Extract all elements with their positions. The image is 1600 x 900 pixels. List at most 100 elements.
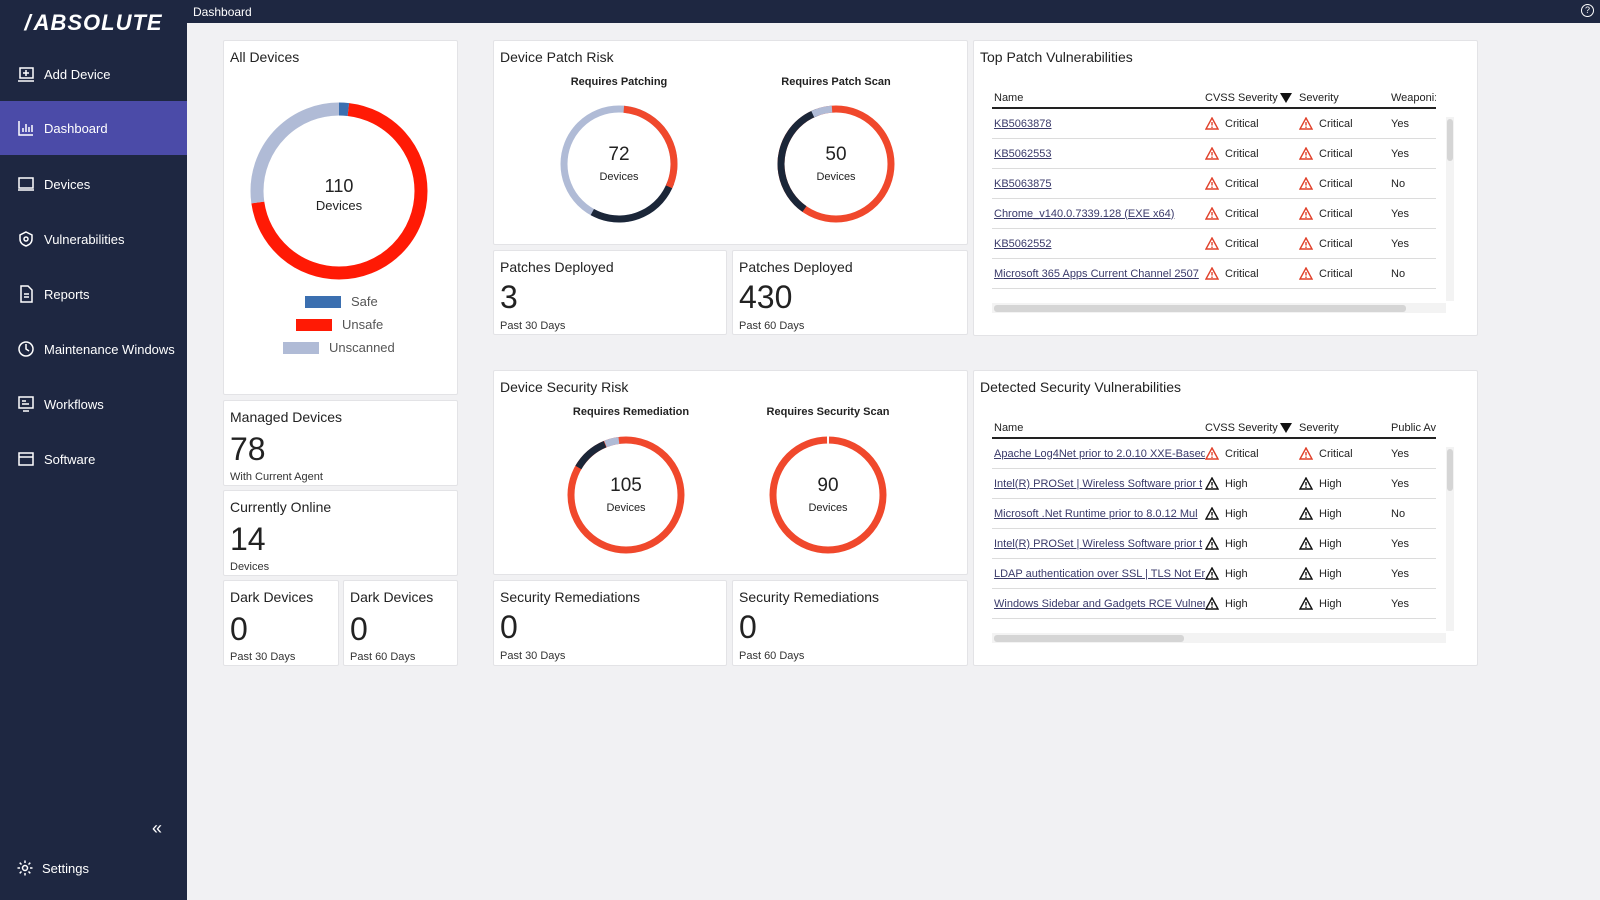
column-extra[interactable]: Weaponi: (1391, 92, 1436, 104)
vertical-scrollbar[interactable] (1446, 117, 1454, 301)
legend-unsafe[interactable]: Unsafe (296, 317, 383, 332)
sidebar-item-reports[interactable]: Reports (0, 267, 187, 321)
software-icon (16, 449, 36, 469)
sidebar-item-devices[interactable]: Devices (0, 157, 187, 211)
page-title: Dashboard (193, 4, 252, 19)
sidebar-item-label: Reports (44, 286, 90, 302)
cvss-severity-value: Critical (1225, 267, 1259, 280)
security-remediations-30-card[interactable]: Security Remediations 0 Past 30 Days (493, 580, 727, 666)
column-severity[interactable]: Severity (1299, 92, 1339, 104)
requires-remediation-gauge[interactable]: 105 Devices (565, 434, 687, 556)
warning-icon (1299, 567, 1313, 580)
table-row[interactable]: Microsoft 365 Apps Current Channel 2507 C… (992, 259, 1436, 289)
vulnerability-link[interactable]: Intel(R) PROSet | Wireless Software prio… (994, 537, 1203, 550)
card-value: 78 (230, 431, 266, 467)
sidebar-item-workflows[interactable]: Workflows (0, 377, 187, 431)
vulnerability-link[interactable]: KB5063878 (994, 117, 1052, 130)
vulnerability-link[interactable]: Windows Sidebar and Gadgets RCE Vulner (994, 597, 1205, 610)
table-row[interactable]: LDAP authentication over SSL | TLS Not E… (992, 559, 1436, 589)
severity-value: Critical (1319, 177, 1353, 190)
requires-patch-scan-gauge[interactable]: 50 Devices (775, 103, 897, 225)
column-cvss-severity[interactable]: CVSS Severity (1205, 422, 1299, 434)
extra-value: Yes (1391, 207, 1409, 220)
sidebar-item-label: Maintenance Windows (44, 341, 175, 357)
severity-value: Critical (1319, 207, 1353, 220)
gauge-value: 72 (608, 144, 629, 165)
table-row[interactable]: Apache Log4Net prior to 2.0.10 XXE-Based… (992, 439, 1436, 469)
device-security-risk-card: Device Security Risk Requires Remediatio… (493, 370, 968, 575)
vulnerability-link[interactable]: Chrome_v140.0.7339.128 (EXE x64) (994, 207, 1175, 220)
extra-value: Yes (1391, 447, 1409, 460)
card-title: Patches Deployed (500, 259, 614, 275)
card-subtitle: Past 60 Days (350, 651, 416, 663)
vulnerability-link[interactable]: Microsoft .Net Runtime prior to 8.0.12 M… (994, 507, 1198, 520)
donut-segment-safe[interactable] (250, 102, 428, 280)
table-row[interactable]: Intel(R) PROSet | Wireless Software prio… (992, 529, 1436, 559)
table-row[interactable]: KB5062553 Critical Critical Yes (992, 139, 1436, 169)
currently-online-card[interactable]: Currently Online 14 Devices (223, 490, 458, 576)
table-row[interactable]: KB5063875 Critical Critical No (992, 169, 1436, 199)
table-row[interactable]: KB5062552 Critical Critical Yes (992, 229, 1436, 259)
sidebar-item-vulnerabilities[interactable]: Vulnerabilities (0, 212, 187, 266)
donut-segment-unsafe[interactable] (250, 102, 428, 280)
vulnerability-link[interactable]: Intel(R) PROSet | Wireless Software prio… (994, 477, 1203, 490)
patches-deployed-30-card[interactable]: Patches Deployed 3 Past 30 Days (493, 250, 727, 335)
vulnerability-link[interactable]: Apache Log4Net prior to 2.0.10 XXE-Based (994, 447, 1205, 460)
dark-devices-30-card[interactable]: Dark Devices 0 Past 30 Days (223, 580, 339, 666)
dark-devices-60-card[interactable]: Dark Devices 0 Past 60 Days (343, 580, 458, 666)
requires-patching-gauge[interactable]: 72 Devices (558, 103, 680, 225)
vulnerability-link[interactable]: LDAP authentication over SSL | TLS Not E… (994, 567, 1205, 580)
table-row[interactable]: Intel(R) PROSet | Wireless Software prio… (992, 469, 1436, 499)
table-row[interactable]: Chrome_v140.0.7339.128 (EXE x64) Critical… (992, 199, 1436, 229)
table-row[interactable]: KB5063878 Critical Critical Yes (992, 109, 1436, 139)
warning-icon (1205, 507, 1219, 520)
vertical-scrollbar[interactable] (1446, 447, 1454, 631)
card-title: Device Patch Risk (500, 49, 614, 65)
extra-value: Yes (1391, 567, 1409, 580)
sort-desc-icon[interactable] (1279, 423, 1292, 433)
security-remediations-60-card[interactable]: Security Remediations 0 Past 60 Days (732, 580, 968, 666)
warning-icon (1205, 447, 1219, 460)
sidebar-item-label: Add Device (44, 66, 111, 82)
sort-desc-icon[interactable] (1279, 93, 1292, 103)
sidebar-item-dashboard[interactable]: Dashboard (0, 101, 187, 155)
patches-deployed-60-card[interactable]: Patches Deployed 430 Past 60 Days (732, 250, 968, 335)
absolute-logo[interactable]: / ABSOLUTE (24, 10, 163, 35)
managed-devices-card[interactable]: Managed Devices 78 With Current Agent (223, 400, 458, 486)
sidebar-item-maintenance-windows[interactable]: Maintenance Windows (0, 322, 187, 376)
legend-safe[interactable]: Safe (305, 294, 378, 309)
table-row[interactable]: Microsoft .Net Runtime prior to 8.0.12 M… (992, 499, 1436, 529)
vulnerability-link[interactable]: KB5062552 (994, 237, 1052, 250)
donut-unit: Devices (316, 198, 363, 213)
card-subtitle: Devices (230, 561, 270, 573)
column-severity[interactable]: Severity (1299, 422, 1339, 434)
help-icon[interactable]: ? (1581, 4, 1594, 17)
column-name[interactable]: Name (994, 92, 1024, 104)
vulnerability-link[interactable]: KB5063875 (994, 177, 1052, 190)
extra-value: Yes (1391, 477, 1409, 490)
legend-label: Unsafe (342, 317, 384, 332)
sidebar-item-add-device[interactable]: Add Device (0, 47, 187, 101)
horizontal-scrollbar[interactable] (992, 633, 1446, 643)
top-patch-table: Name CVSS Severity Severity Weaponi: KB50638… (992, 89, 1436, 289)
card-subtitle: Past 30 Days (230, 651, 296, 663)
horizontal-scrollbar[interactable] (992, 303, 1446, 313)
requires-security-scan-gauge[interactable]: 90 Devices (767, 434, 889, 556)
sidebar-item-software[interactable]: Software (0, 432, 187, 486)
column-extra[interactable]: Public Av (1391, 422, 1436, 434)
legend-unscanned[interactable]: Unscanned (283, 340, 395, 355)
warning-icon (1205, 237, 1219, 250)
cvss-severity-value: High (1225, 507, 1248, 520)
column-name[interactable]: Name (994, 422, 1024, 434)
all-devices-donut[interactable]: 110 Devices (244, 96, 434, 286)
vulnerability-link[interactable]: KB5062553 (994, 147, 1052, 160)
table-row[interactable]: Windows Sidebar and Gadgets RCE Vulner Hi… (992, 589, 1436, 619)
collapse-sidebar-button[interactable]: « (152, 818, 163, 838)
severity-value: High (1319, 477, 1342, 490)
warning-icon (1205, 177, 1219, 190)
column-cvss-severity[interactable]: CVSS Severity (1205, 92, 1299, 104)
sidebar-item-settings[interactable]: Settings (0, 848, 187, 888)
severity-value: Critical (1319, 117, 1353, 130)
severity-value: Critical (1319, 447, 1353, 460)
vulnerability-link[interactable]: Microsoft 365 Apps Current Channel 2507 (994, 267, 1199, 280)
